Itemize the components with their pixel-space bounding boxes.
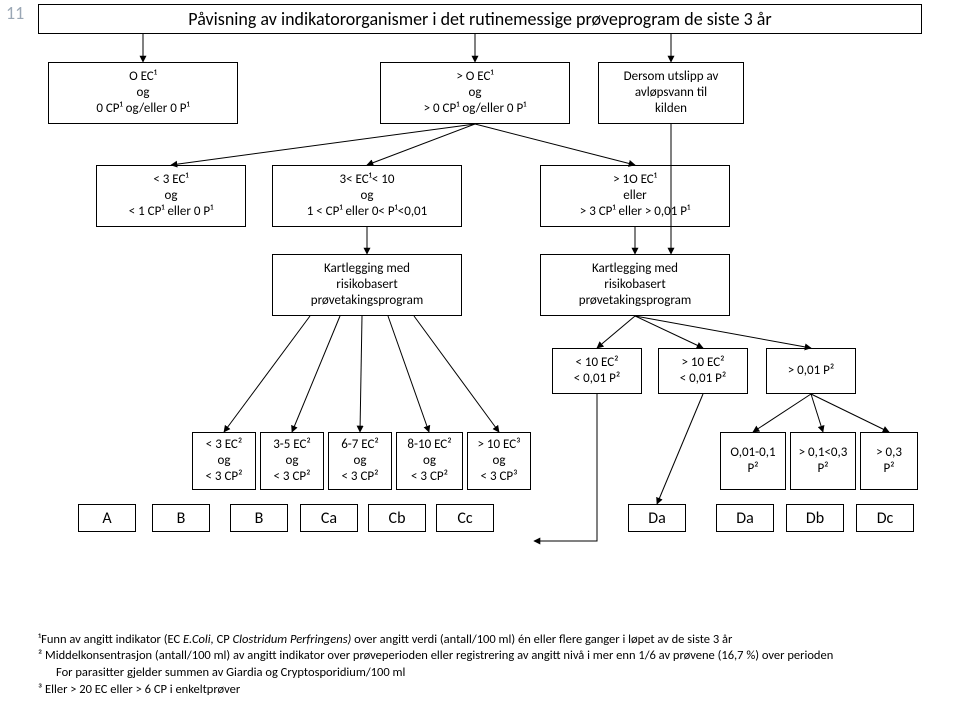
t: avløpsvann til — [635, 85, 707, 101]
row5-c3: 6-7 EC² og < 3 CP² — [328, 432, 392, 490]
t: < 3 CP² — [206, 469, 243, 485]
t: O,01-0,1 — [730, 445, 775, 461]
t: og — [165, 188, 178, 204]
row1-box1: O EC¹ og 0 CP¹ og/eller 0 P¹ — [48, 62, 238, 124]
t: < 3 EC² — [206, 437, 242, 453]
row5-c4: 8-10 EC² og < 3 CP² — [396, 432, 463, 490]
t: < 10 EC² — [575, 355, 618, 371]
t: prøvetakingsprogram — [579, 293, 691, 309]
outcome-A: A — [78, 504, 136, 532]
t: < 1 CP¹ eller 0 P¹ — [129, 204, 214, 220]
row5-c5: > 10 EC³ og < 3 CP³ — [467, 432, 531, 490]
t: P² — [883, 461, 894, 477]
row3-box2: Kartlegging med risikobasert prøvetaking… — [540, 254, 730, 316]
t: 0 CP¹ og/eller 0 P¹ — [96, 101, 189, 117]
row2-box3: > 1O EC¹ eller > 3 CP¹ eller > 0,01 P¹ — [540, 165, 730, 227]
row5-c2: 3-5 EC² og < 3 CP² — [260, 432, 324, 490]
title-box: Påvisning av indikatororganismer i det r… — [38, 4, 922, 34]
outcome-Db: Db — [786, 504, 844, 532]
t: > 0,1<0,3 — [799, 445, 848, 461]
outcome-B1: B — [152, 504, 210, 532]
t: Kartlegging med — [592, 261, 678, 277]
t: P² — [817, 461, 828, 477]
row5-c1: < 3 EC² og < 3 CP² — [192, 432, 256, 490]
row4-box3: > 0,01 P² — [766, 348, 856, 394]
row1-box2: > O EC¹ og > 0 CP¹ og/eller 0 P¹ — [380, 62, 570, 124]
t: E.Coli, — [183, 632, 214, 647]
t: P² — [747, 461, 758, 477]
outcome-Da2: Da — [716, 504, 774, 532]
t: > 3 CP¹ eller > 0,01 P¹ — [580, 204, 690, 220]
t: 3-5 EC² — [273, 437, 311, 453]
t: og — [493, 453, 506, 469]
t: > 10 EC³ — [477, 437, 520, 453]
outcome-Cc: Cc — [436, 504, 494, 532]
t: < 3 CP² — [342, 469, 379, 485]
t: risikobasert — [604, 277, 665, 293]
t: 8-10 EC² — [407, 437, 451, 453]
t: < 0,01 P² — [680, 371, 726, 387]
t: og — [286, 453, 299, 469]
t: > 0 CP¹ og/eller 0 P¹ — [424, 101, 527, 117]
outcome-Cb: Cb — [368, 504, 426, 532]
t: > 0,01 P² — [788, 363, 834, 379]
t: Dersom utslipp av — [624, 69, 719, 85]
t: < 3 CP³ — [481, 469, 518, 485]
t: og — [137, 85, 150, 101]
footnotes: ¹Funn av angitt indikator (EC E.Coli, CP… — [38, 632, 928, 700]
t: > O EC¹ — [456, 69, 493, 85]
t: og — [423, 453, 436, 469]
t: og — [354, 453, 367, 469]
footnote-3: ³ Eller > 20 EC eller > 6 CP i enkeltprø… — [38, 682, 928, 699]
t: prøvetakingsprogram — [311, 293, 423, 309]
footnote-2: ² Middelkonsentrasjon (antall/100 ml) av… — [38, 648, 928, 665]
t: > 0,3 — [876, 445, 902, 461]
t: > 1O EC¹ — [613, 172, 657, 188]
row2-box1: < 3 EC¹ og < 1 CP¹ eller 0 P¹ — [96, 165, 246, 227]
row1-box3: Dersom utslipp av avløpsvann til kilden — [598, 62, 744, 124]
row5-d1: O,01-0,1 P² — [720, 432, 786, 490]
t: og — [361, 188, 374, 204]
t: og — [469, 85, 482, 101]
outcome-Ca: Ca — [300, 504, 358, 532]
outcome-Dc: Dc — [856, 504, 914, 532]
title-text: Påvisning av indikatororganismer i det r… — [188, 8, 771, 31]
footnote-2b: For parasitter gjelder summen av Giardia… — [38, 665, 928, 682]
t: kilden — [655, 101, 687, 117]
t: 6-7 EC² — [341, 437, 379, 453]
t: < 3 EC¹ — [153, 172, 188, 188]
outcome-Da1: Da — [628, 504, 686, 532]
footnote-1: ¹Funn av angitt indikator (EC E.Coli, CP… — [38, 632, 928, 649]
t: Kartlegging med — [324, 261, 410, 277]
page-number: 11 — [6, 2, 24, 24]
t: < 3 CP² — [274, 469, 311, 485]
outcome-B2: B — [230, 504, 288, 532]
row4-box2: > 10 EC² < 0,01 P² — [658, 348, 748, 394]
row5-d2: > 0,1<0,3 P² — [790, 432, 856, 490]
row3-box1: Kartlegging med risikobasert prøvetaking… — [272, 254, 462, 316]
t: Clostridum Perfringens) — [233, 632, 352, 647]
t: ¹Funn av angitt indikator (EC — [38, 632, 183, 647]
t: < 0,01 P² — [574, 371, 620, 387]
t: og — [218, 453, 231, 469]
t: CP — [214, 632, 233, 647]
t: < 3 CP² — [411, 469, 448, 485]
row4-box1: < 10 EC² < 0,01 P² — [552, 348, 642, 394]
t: risikobasert — [336, 277, 397, 293]
t: 3< EC¹< 10 — [340, 172, 395, 188]
t: eller — [623, 188, 646, 204]
t: O EC¹ — [129, 69, 157, 85]
row2-box2: 3< EC¹< 10 og 1 < CP¹ eller 0< P¹<0,01 — [272, 165, 462, 227]
t: 1 < CP¹ eller 0< P¹<0,01 — [307, 204, 428, 220]
t: > 10 EC² — [681, 355, 724, 371]
t: over angitt verdi (antall/100 ml) én ell… — [351, 632, 732, 647]
row5-d3: > 0,3 P² — [860, 432, 918, 490]
